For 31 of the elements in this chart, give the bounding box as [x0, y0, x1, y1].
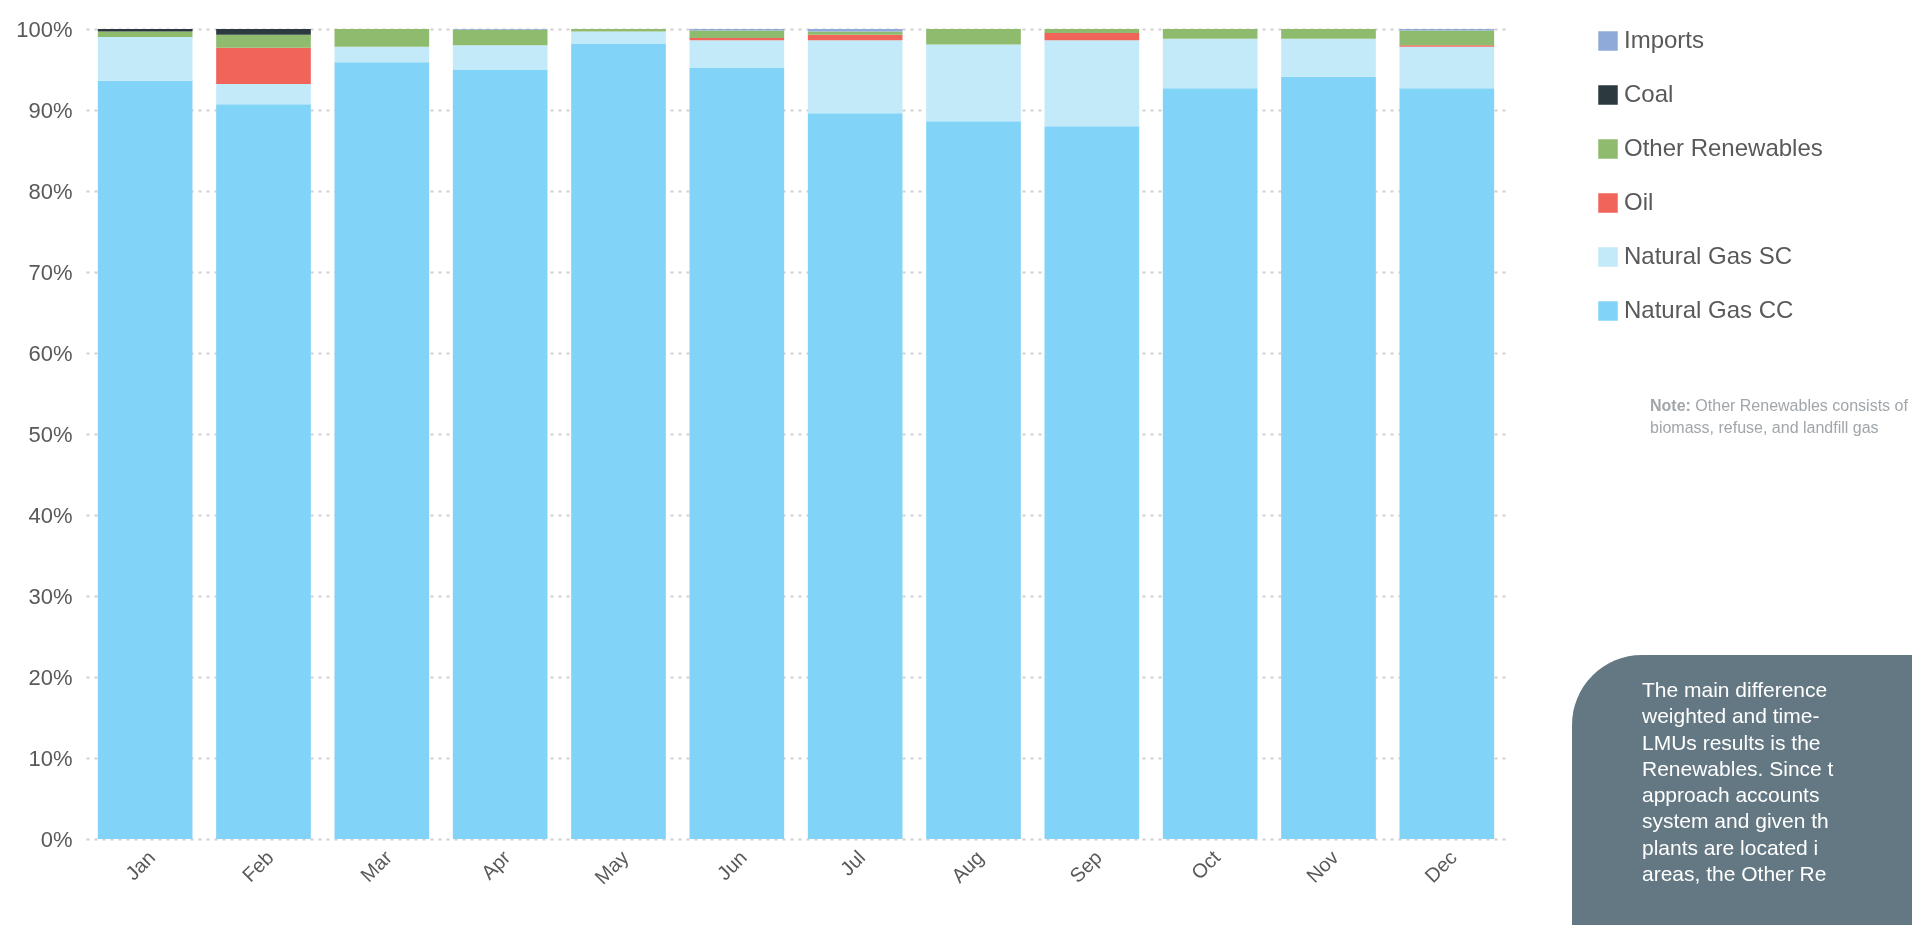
legend-label: Imports [1624, 26, 1705, 53]
y-tick-label: 30% [28, 583, 73, 609]
x-tick-label: Mar [356, 845, 397, 886]
y-tick-label: 60% [28, 340, 73, 366]
x-tick-label: Aug [946, 846, 988, 887]
x-tick-label: Dec [1420, 846, 1461, 887]
x-tick-label: Oct [1186, 845, 1225, 884]
legend-label: Natural Gas SC [1624, 242, 1793, 269]
x-tick-label: Jul [835, 846, 870, 880]
y-tick-label: 90% [28, 97, 73, 123]
x-tick-label: Jun [712, 846, 751, 885]
text: The main difference weighted and time- LMUs results is the Renewables. Since t approach accounts system and given th plants are located i areas, the Other Re [1572, 655, 1912, 925]
x-tick-label: Feb [237, 846, 278, 887]
text: Note: Other Renewables consists of biomass, refuse, and landfill gas [1650, 396, 1909, 438]
y-tick-label: 10% [28, 745, 73, 771]
y-tick-label: 40% [28, 502, 73, 528]
y-tick-label: 70% [28, 259, 73, 285]
x-tick-label: Nov [1301, 846, 1343, 887]
x-tick-label: May [590, 846, 633, 889]
legend-label: Other Renewables [1624, 134, 1823, 161]
x-tick-label: Jan [120, 846, 160, 885]
y-tick-label: 100% [16, 16, 73, 42]
legend-label: Natural Gas CC [1624, 296, 1794, 323]
legend-label: Oil [1624, 188, 1654, 215]
legend-label: Coal [1624, 80, 1674, 107]
y-tick-label: 50% [28, 421, 73, 447]
x-tick-label: Apr [476, 845, 515, 884]
y-tick-label: 20% [28, 664, 73, 690]
y-tick-label: 0% [40, 826, 73, 852]
x-tick-label: Sep [1065, 846, 1106, 887]
y-tick-label: 80% [28, 178, 73, 204]
